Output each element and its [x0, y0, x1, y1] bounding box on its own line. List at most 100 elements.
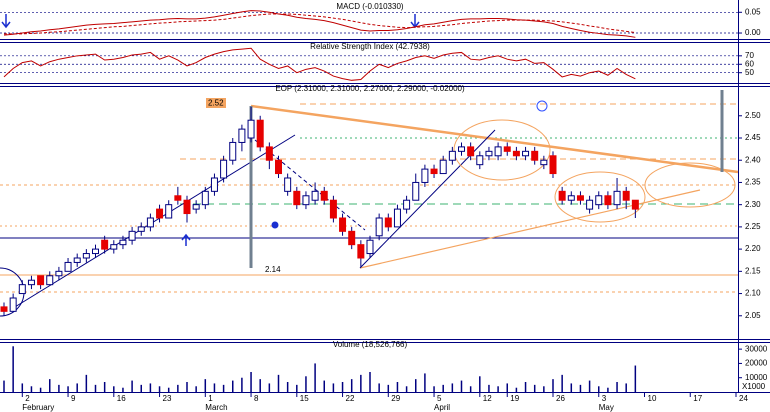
candle-body: [311, 190, 319, 201]
volume-bar: [296, 384, 298, 392]
candle-body: [284, 177, 292, 192]
candle-body: [393, 208, 401, 228]
candle-body: [247, 119, 255, 139]
volume-bar: [588, 380, 591, 392]
volume-bar: [213, 383, 216, 392]
volume-bar: [387, 384, 390, 392]
volume-bar: [113, 386, 115, 392]
y-tick-label: 2.35: [745, 178, 761, 187]
volume-bar: [625, 383, 627, 392]
candle-body: [128, 230, 136, 241]
volume-bar: [67, 386, 69, 392]
x-tick-label: 5: [437, 394, 442, 403]
candle-body: [101, 239, 109, 250]
volume-bar: [158, 386, 161, 392]
candle-body: [348, 230, 356, 246]
volume-bar: [579, 384, 582, 392]
volume-bar: [140, 384, 142, 392]
volume-bar: [131, 380, 133, 392]
volume-bar: [76, 383, 78, 392]
volume-bar: [323, 380, 325, 392]
series-line: [3, 47, 636, 81]
volume-bar: [241, 377, 243, 392]
y-tick-label: 2.25: [745, 222, 761, 231]
x-tick-label: 16: [117, 394, 126, 403]
month-label: February: [22, 403, 54, 412]
candle-body: [9, 297, 17, 312]
candle-body: [485, 150, 493, 157]
volume-bar: [350, 379, 353, 392]
volume-bar: [424, 373, 426, 392]
candle-body: [512, 150, 520, 157]
candle-body: [595, 195, 603, 206]
candle-body: [576, 195, 584, 201]
volume-bar: [305, 376, 307, 392]
x-tick-label: 29: [391, 394, 400, 403]
candle-body: [0, 306, 8, 312]
candle-body: [64, 261, 72, 272]
volume-bar: [286, 382, 289, 392]
volume-bar: [12, 346, 14, 392]
panel-title: Volume (18,526,766): [333, 340, 408, 349]
candle-body: [494, 146, 502, 157]
candle-body: [375, 217, 383, 237]
candle-body: [339, 217, 347, 232]
candle-body: [119, 239, 127, 246]
candle-body: [448, 150, 456, 161]
y-tick-label: 2.40: [745, 155, 761, 164]
candle-body: [503, 146, 511, 152]
volume-bar: [149, 383, 152, 392]
trend-line: [254, 139, 366, 231]
candle-body: [238, 128, 246, 143]
x-tick-label: 15: [300, 394, 309, 403]
candle-body: [174, 195, 182, 201]
candle-body: [293, 190, 301, 206]
volume-bar: [232, 380, 234, 392]
series-line: [3, 10, 636, 38]
volume-bar: [3, 380, 5, 392]
candle-body: [613, 190, 621, 206]
x-tick-label: 22: [346, 394, 355, 403]
month-label: April: [434, 403, 450, 412]
x-tick-label: 10: [648, 394, 657, 403]
candle-body: [549, 155, 557, 175]
volume-bar: [570, 383, 573, 392]
candle-body: [467, 146, 475, 157]
volume-bar: [122, 387, 124, 392]
y-tick-label: 2.50: [745, 111, 761, 120]
volume-bar: [561, 374, 563, 392]
candle-body: [604, 195, 612, 206]
candle-body: [357, 244, 365, 259]
smiley: [536, 100, 548, 112]
x-tick-label: 23: [163, 394, 172, 403]
volume-bar: [103, 382, 106, 392]
candle-body: [458, 146, 465, 152]
x-tick-label: 3: [602, 394, 607, 403]
month-label: May: [599, 403, 614, 412]
panel-title: EOP (2.31000, 2.31000, 2.27000, 2.29000,…: [275, 84, 465, 93]
candle-body: [631, 199, 639, 210]
drawings: [0, 14, 739, 317]
volume-bar: [607, 387, 609, 392]
annotation-box: [206, 98, 226, 108]
y-tick-label: 2.15: [745, 266, 761, 275]
candle-body: [403, 199, 411, 210]
candle-body: [567, 195, 575, 201]
candle-body: [275, 159, 282, 175]
volume-bar: [21, 383, 24, 392]
panel-title: Relative Strength Index (42.7938): [310, 42, 430, 51]
volume-bar: [341, 382, 344, 392]
volume-bar: [497, 386, 499, 392]
volume-bar: [442, 384, 444, 392]
y-tick-label: 70: [745, 51, 754, 60]
candle-body: [531, 150, 539, 161]
candle-body: [137, 226, 145, 232]
volume-bar: [369, 372, 371, 392]
volume-bar: [405, 386, 408, 392]
ellipse: [554, 171, 646, 223]
volume-bar: [415, 379, 417, 392]
annotation: 2.52: [208, 99, 224, 108]
candle-body: [476, 155, 484, 166]
candle-body: [256, 119, 264, 148]
volume-bar: [451, 383, 454, 392]
